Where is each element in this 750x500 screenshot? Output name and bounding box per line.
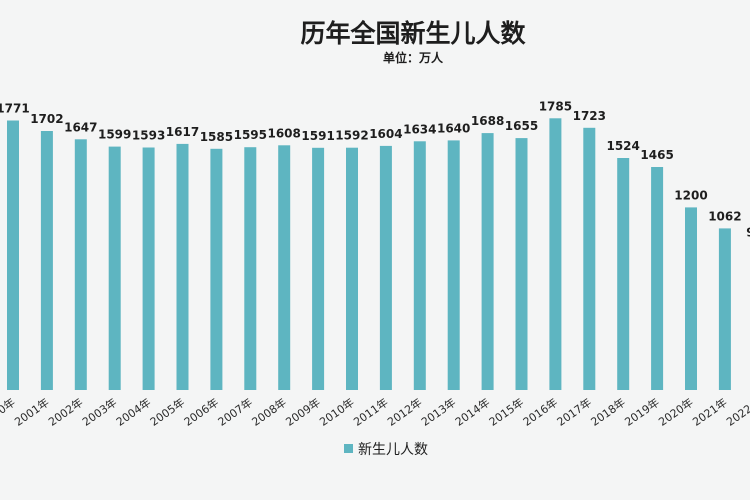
value-label-2003年: 1599 (98, 128, 131, 142)
bar-2005年 (176, 143, 189, 390)
bar-2003年 (108, 146, 121, 390)
x-tick-2005年: 2005年 (147, 395, 187, 429)
x-tick-2016年: 2016年 (520, 395, 560, 429)
value-label-2013年: 1640 (437, 121, 470, 135)
value-label-2009年: 1591 (301, 129, 334, 143)
x-tick-2018年: 2018年 (588, 395, 628, 429)
x-tick-2010年: 2010年 (317, 395, 357, 429)
x-tick-2013年: 2013年 (418, 395, 458, 429)
bar-2019年 (651, 167, 664, 390)
value-label-2006年: 1585 (200, 130, 233, 144)
chart-title: 历年全国新生儿人数 (300, 19, 526, 48)
x-tick-2020年: 2020年 (656, 395, 696, 429)
bar-2012年 (413, 141, 426, 390)
bar-2004年 (142, 147, 155, 390)
value-label-2011年: 1604 (369, 127, 402, 141)
value-label-2010年: 1592 (335, 129, 368, 143)
bar-2017年 (583, 127, 596, 391)
value-label-2000年: 1771 (0, 102, 30, 116)
bar-2016年 (549, 118, 562, 391)
x-tick-2006年: 2006年 (181, 395, 221, 429)
value-label-2022年: 956 (746, 226, 750, 240)
x-tick-2021年: 2021年 (690, 395, 730, 429)
value-label-2008年: 1608 (267, 126, 300, 140)
value-label-2004年: 1593 (132, 129, 165, 143)
value-label-2002年: 1647 (64, 120, 97, 134)
value-label-2014年: 1688 (471, 114, 504, 128)
x-tick-2012年: 2012年 (385, 395, 425, 429)
bar-2021年 (718, 228, 731, 390)
x-tick-2008年: 2008年 (249, 395, 289, 429)
x-tick-2019年: 2019年 (622, 395, 662, 429)
x-tick-2009年: 2009年 (283, 395, 323, 429)
bar-2015年 (515, 138, 528, 390)
bar-2001年 (40, 131, 53, 390)
value-label-2019年: 1465 (640, 148, 673, 162)
value-label-2016年: 1785 (539, 99, 572, 113)
bar-2014年 (481, 133, 494, 390)
bar-2011年 (379, 145, 392, 390)
bar-2000年 (7, 120, 19, 390)
x-axis-ticks-group: 2000年2001年2002年2003年2004年2005年2006年2007年… (0, 395, 750, 429)
bar-2018年 (617, 158, 630, 390)
x-tick-2007年: 2007年 (215, 395, 255, 429)
bar-2006年 (210, 148, 223, 390)
value-label-2020年: 1200 (674, 188, 707, 202)
bar-2020年 (685, 207, 697, 390)
bar-2008年 (278, 145, 291, 390)
x-tick-2002年: 2002年 (46, 395, 86, 429)
value-label-2001年: 1702 (30, 112, 63, 126)
x-tick-2017年: 2017年 (554, 395, 594, 429)
x-tick-2004年: 2004年 (113, 395, 153, 429)
x-tick-2014年: 2014年 (452, 395, 492, 429)
bar-2007年 (244, 147, 257, 390)
bar-2009年 (312, 147, 325, 390)
value-label-2005年: 1617 (166, 125, 199, 139)
bar-2010年 (346, 147, 358, 390)
chart-subtitle: 单位：万人 (383, 50, 444, 65)
x-tick-2015年: 2015年 (486, 395, 526, 429)
legend-label: 新生儿人数 (358, 442, 428, 458)
value-label-2015年: 1655 (505, 119, 538, 133)
bar-2002年 (74, 139, 87, 390)
x-tick-2022年: 2022年 (724, 395, 750, 429)
value-label-2012年: 1634 (403, 122, 436, 136)
x-tick-2001年: 2001年 (12, 395, 52, 429)
legend-swatch (344, 444, 353, 453)
legend: 新生儿人数 (344, 442, 428, 458)
bars-group (7, 118, 731, 391)
x-tick-2011年: 2011年 (351, 395, 391, 429)
value-label-2018年: 1524 (606, 139, 639, 153)
x-tick-2003年: 2003年 (79, 395, 119, 429)
value-label-2021年: 1062 (708, 209, 741, 223)
value-label-2017年: 1723 (573, 109, 606, 123)
bar-2013年 (447, 140, 460, 390)
value-label-2007年: 1595 (234, 128, 267, 142)
